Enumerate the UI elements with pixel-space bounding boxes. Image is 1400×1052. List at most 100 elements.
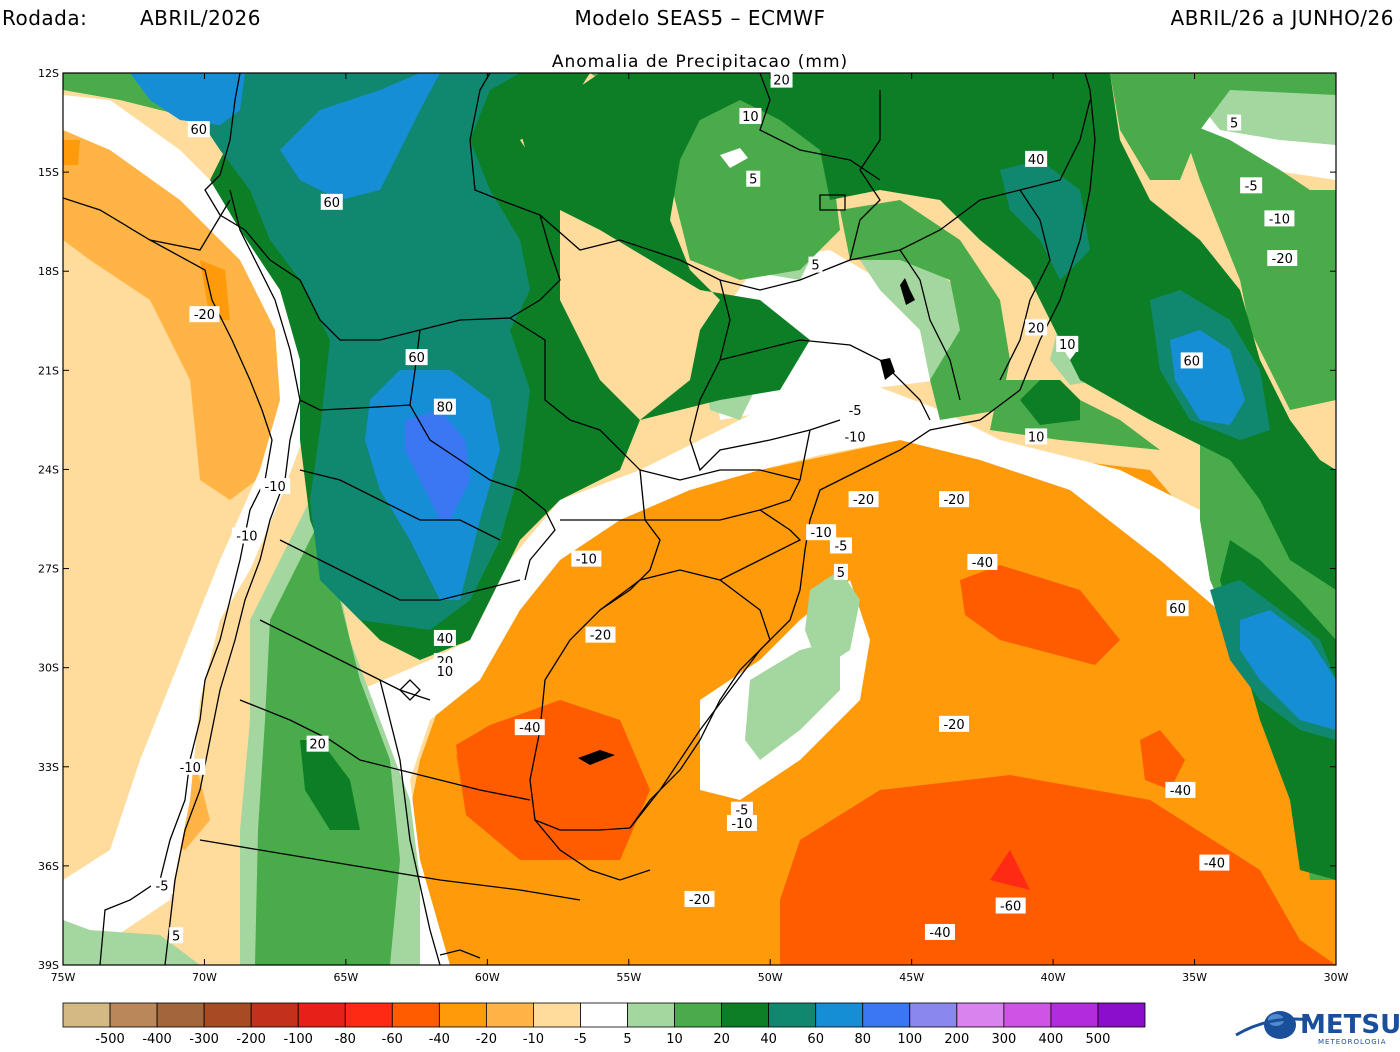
colorbar-label: -40	[429, 1032, 450, 1047]
contour-label: -60	[995, 897, 1026, 915]
contour-label: -10	[231, 527, 262, 545]
run-value: ABRIL/2026	[140, 6, 261, 30]
contour-label: -20	[189, 306, 220, 323]
contour-label: 10	[1025, 428, 1048, 445]
colorbar-swatch	[203, 1002, 252, 1028]
lat-label: 12S	[38, 67, 59, 80]
colorbar-label: 40	[760, 1032, 777, 1047]
contour-label: 20	[1025, 319, 1048, 336]
colorbar-swatch	[438, 1002, 487, 1028]
lon-label: 30W	[1324, 971, 1349, 984]
logo-text: METSUL	[1300, 1010, 1400, 1040]
country-borders	[63, 73, 1096, 965]
svg-text:60: 60	[191, 123, 208, 138]
run-label: Rodada:	[2, 6, 88, 30]
contour-label: -10	[1264, 210, 1295, 227]
colorbar-swatch	[109, 1002, 158, 1028]
svg-text:-10: -10	[180, 761, 201, 776]
contour-label: 5	[833, 563, 848, 581]
contour-label: -40	[1165, 781, 1196, 799]
contour-label: 10	[1056, 335, 1079, 353]
contour-label: -20	[585, 626, 616, 644]
colorbar-label: -80	[335, 1032, 356, 1047]
svg-text:-5: -5	[156, 880, 169, 895]
svg-text:-40: -40	[519, 721, 540, 736]
contour-label: 20	[770, 71, 793, 89]
contour-label: 5	[808, 256, 823, 274]
contour-label: -20	[939, 715, 970, 733]
svg-text:10: 10	[1028, 430, 1045, 445]
contour-label: 5	[169, 927, 184, 944]
anomaly-fields	[63, 73, 1336, 965]
lon-label: 75W	[51, 971, 76, 984]
contour-label: -10	[726, 814, 757, 832]
colorbar-label: -5	[574, 1032, 587, 1047]
contour-label: 20	[306, 735, 329, 753]
colorbar-swatch	[344, 1002, 393, 1028]
contour-label: -40	[514, 719, 545, 736]
colorbar-swatch	[909, 1002, 958, 1028]
longitude-labels: 75W 70W 65W 60W 55W 50W 45W 40W 35W 30W	[51, 971, 1349, 984]
svg-text:-5: -5	[834, 539, 847, 554]
svg-text:80: 80	[437, 401, 454, 416]
colorbar-label: 5	[623, 1032, 631, 1047]
svg-text:60: 60	[323, 196, 340, 211]
contour-label: -20	[1267, 250, 1298, 267]
contour-label: 80	[433, 398, 456, 416]
colorbar-label: -500	[95, 1032, 125, 1047]
lon-label: 65W	[333, 971, 358, 984]
colorbar-swatch	[580, 1002, 628, 1028]
lat-label: 27S	[38, 563, 59, 576]
contour-label: -10	[175, 758, 206, 776]
contour-label: 60	[1166, 600, 1189, 617]
contour-label: -40	[1199, 854, 1230, 872]
svg-text:40: 40	[1028, 153, 1045, 168]
svg-text:-10: -10	[1269, 212, 1290, 227]
colorbar: -500 -400 -300 -200 -100 -80 -60 -40 -20 -10 -5 5 10…	[62, 1002, 1146, 1047]
svg-text:-20: -20	[1272, 252, 1293, 267]
colorbar-swatch	[62, 1002, 111, 1028]
contour-label: -10	[840, 428, 871, 445]
colorbar-swatch	[627, 1002, 675, 1028]
svg-text:5: 5	[811, 259, 819, 274]
svg-text:-10: -10	[844, 430, 865, 445]
colorbar-swatch	[533, 1002, 581, 1028]
colorbar-label: -100	[283, 1032, 313, 1047]
colorbar-label: 400	[1038, 1032, 1063, 1047]
colorbar-swatch	[391, 1002, 440, 1028]
map-subtitle: Anomalia de Precipitacao (mm)	[551, 52, 849, 72]
logo-subtext: METEOROLOGIA	[1318, 1038, 1387, 1046]
colorbar-label: 10	[666, 1032, 683, 1047]
colorbar-label: 60	[807, 1032, 824, 1047]
svg-text:5: 5	[1230, 117, 1238, 132]
lon-label: 35W	[1182, 971, 1207, 984]
contour-label: -5	[829, 537, 852, 554]
svg-text:60: 60	[408, 351, 425, 366]
svg-text:-40: -40	[1204, 857, 1225, 872]
colorbar-swatch	[721, 1002, 770, 1028]
colorbar-swatch	[156, 1002, 205, 1028]
svg-text:-20: -20	[590, 629, 611, 644]
latitude-labels: 12S 15S 18S 21S 24S 27S 30S 33S 36S 39S	[38, 67, 59, 972]
svg-text:10: 10	[1059, 338, 1076, 353]
svg-text:10: 10	[742, 110, 759, 125]
lon-label: 70W	[192, 971, 217, 984]
svg-text:60: 60	[1169, 602, 1186, 617]
svg-text:-20: -20	[194, 308, 215, 323]
lat-label: 36S	[38, 860, 59, 873]
colorbar-label: -60	[382, 1032, 403, 1047]
svg-text:5: 5	[172, 929, 180, 944]
colorbar-swatch	[1097, 1002, 1146, 1028]
lat-label: 18S	[38, 265, 59, 278]
svg-text:40: 40	[437, 632, 454, 647]
colorbar-swatch	[250, 1002, 299, 1028]
contour-label: -20	[848, 491, 879, 508]
colorbar-swatch	[674, 1002, 723, 1028]
svg-text:-60: -60	[1000, 900, 1021, 915]
contour-label: -5	[844, 401, 867, 419]
lat-label: 33S	[38, 761, 59, 774]
contour-label: 10	[739, 107, 762, 125]
svg-text:-40: -40	[1170, 784, 1191, 799]
lon-label: 50W	[758, 971, 783, 984]
